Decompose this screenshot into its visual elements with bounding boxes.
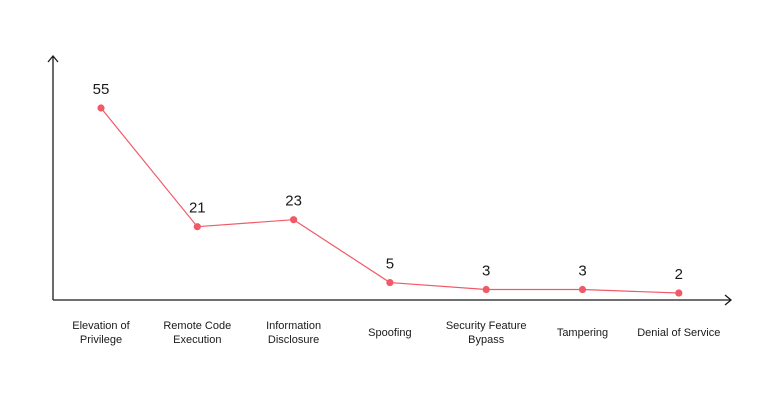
y-axis	[47, 54, 59, 300]
x-tick-labels: Elevation of Privilege Remote Code Executio…	[72, 320, 720, 346]
data-labels: 55 21 23 5 3 3 2	[93, 81, 683, 283]
data-label: 3	[578, 263, 586, 280]
data-label: 3	[482, 263, 490, 280]
x-tick-label: Spoofing	[368, 327, 411, 339]
data-point	[675, 289, 683, 297]
data-point	[482, 285, 490, 294]
x-tick-label: Denial of Service	[637, 327, 720, 339]
x-axis	[53, 294, 733, 306]
x-tick-label: Remote Code Execution	[163, 320, 231, 346]
x-tick-label: Elevation of Privilege	[72, 320, 130, 346]
data-label: 55	[93, 81, 110, 98]
x-tick-label: Tampering	[557, 327, 608, 339]
series-layer	[97, 104, 683, 297]
data-label: 21	[189, 200, 206, 217]
data-point	[97, 104, 105, 112]
data-point	[386, 278, 394, 287]
data-point	[290, 216, 298, 224]
data-label: 23	[285, 193, 302, 210]
x-tick-label: Information Disclosure	[266, 320, 321, 346]
x-tick-label: Security Feature Bypass	[446, 320, 527, 346]
data-point	[578, 285, 587, 294]
data-point	[193, 223, 201, 231]
data-label: 5	[386, 256, 394, 273]
data-label: 2	[675, 266, 683, 283]
